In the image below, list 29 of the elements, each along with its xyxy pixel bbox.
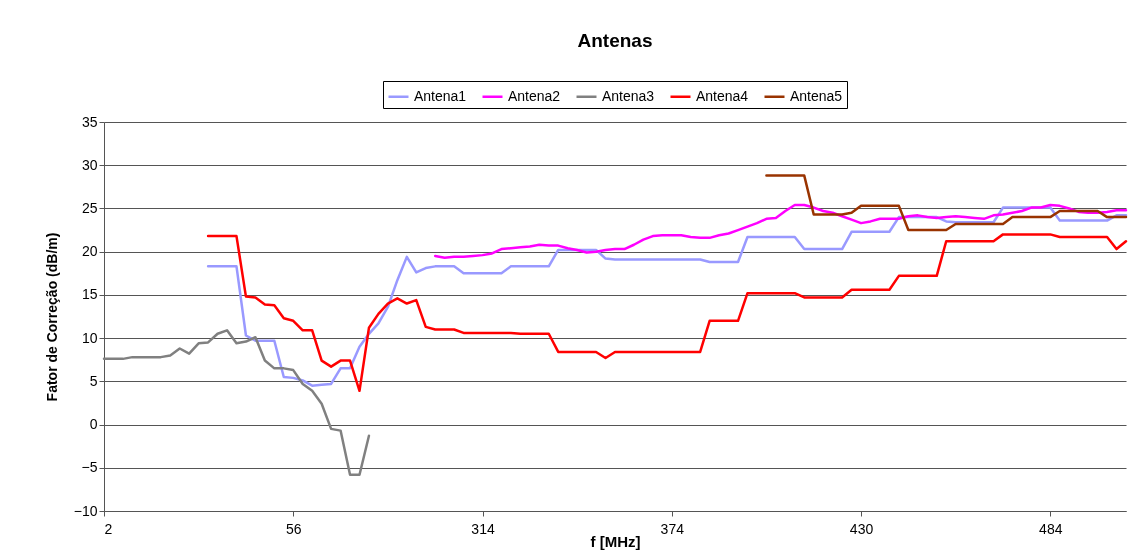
y-tick-label: 0	[89, 416, 98, 433]
x-tick-label: 314	[471, 520, 495, 537]
line-series	[433, 203, 1128, 259]
y-tick-label: 25	[81, 199, 98, 216]
legend-label: Antena5	[790, 87, 843, 104]
x-tick-label: 2	[104, 520, 113, 537]
y-tick-label: 15	[81, 286, 98, 303]
x-tick-label: 56	[285, 520, 302, 537]
line-series	[102, 329, 371, 476]
legend-label: Antena1	[414, 87, 467, 104]
line-series	[765, 174, 1128, 232]
x-tick-label: 374	[660, 520, 685, 537]
y-tick-label: −10	[73, 502, 98, 519]
legend-label: Antena3	[602, 87, 655, 104]
y-tick-label: −5	[81, 459, 98, 476]
y-tick-label: 5	[89, 372, 98, 389]
x-tick-label: 430	[849, 520, 874, 537]
y-tick-label: 10	[81, 329, 98, 346]
y-tick-label: 30	[81, 156, 98, 173]
x-axis-title: f [MHz]	[590, 532, 641, 550]
legend-label: Antena2	[508, 87, 561, 104]
legend-label: Antena4	[696, 87, 749, 104]
y-tick-label: 35	[81, 113, 98, 130]
y-axis-title: Fator de Correção (dB/m)	[43, 232, 60, 402]
y-tick-label: 20	[81, 243, 98, 260]
chart-title: Antenas	[577, 29, 653, 51]
line-series	[206, 206, 1128, 387]
x-tick-label: 484	[1039, 520, 1063, 537]
line-series	[206, 233, 1128, 393]
